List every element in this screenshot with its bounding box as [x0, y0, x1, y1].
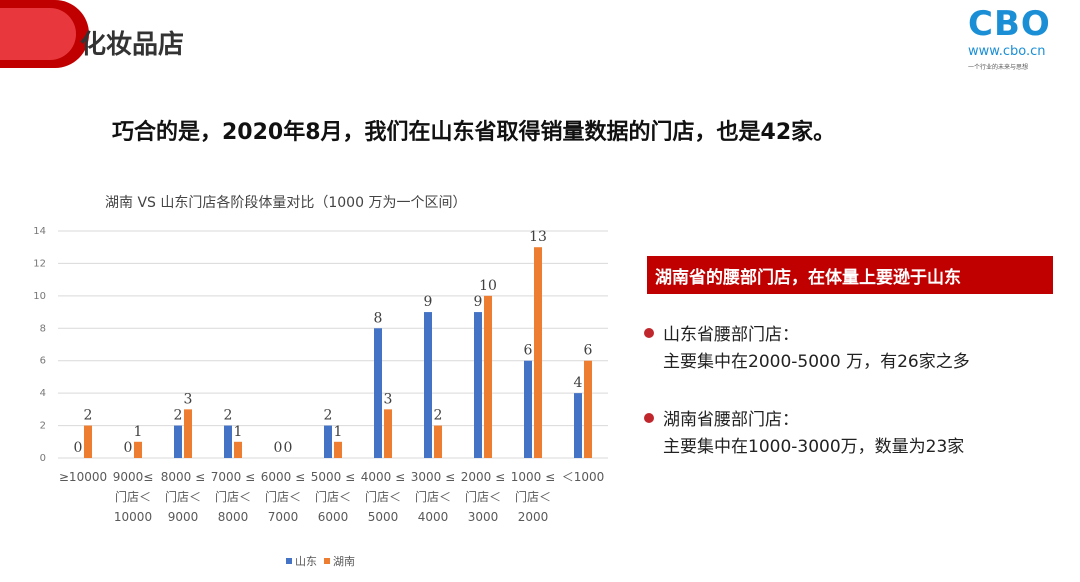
value-label: 2: [224, 408, 233, 424]
value-label: 4: [574, 375, 583, 391]
logo: CBO: [968, 4, 1051, 44]
bar: [234, 441, 242, 458]
x-tick-label: ＜1000: [561, 470, 605, 484]
bar: [324, 425, 332, 458]
y-tick-label: 14: [33, 226, 46, 237]
bullet-text: 主要集中在2000-5000 万，有26家之多: [663, 352, 970, 372]
bar: [584, 360, 592, 458]
bar: [474, 312, 482, 458]
value-label: 0: [74, 440, 83, 456]
value-label: 1: [334, 424, 343, 440]
bullet-text: 主要集中在1000-3000万，数量为23家: [663, 437, 965, 457]
legend-swatch: [324, 558, 330, 564]
value-label: 3: [184, 391, 193, 407]
value-label: 0: [124, 440, 133, 456]
value-label: 6: [584, 343, 593, 359]
x-tick-label: 7000 ≤ 门店＜ 8000: [210, 470, 256, 524]
bar: [534, 247, 542, 458]
bar: [374, 328, 382, 458]
chart-title: 湖南 VS 山东门店各阶段体量对比（1000 万为一个区间）: [105, 195, 467, 211]
x-tick-label: 3000 ≤ 门店＜ 4000: [410, 470, 456, 524]
y-tick-label: 6: [40, 356, 46, 367]
bullet-dot: [644, 328, 654, 338]
legend-swatch: [286, 558, 292, 564]
bullet-heading: 湖南省腰部门店：: [663, 410, 799, 430]
headline: 巧合的是，2020年8月，我们在山东省取得销量数据的门店，也是42家。: [112, 120, 836, 145]
bar: [574, 393, 582, 458]
value-label: 6: [524, 343, 533, 359]
value-label: 2: [174, 408, 183, 424]
value-label: 2: [324, 408, 333, 424]
value-label: 9: [424, 294, 433, 310]
x-tick-label: 1000 ≤ 门店＜ 2000: [510, 470, 556, 524]
logo-url: www.cbo.cn: [968, 44, 1046, 59]
value-label: 0: [274, 440, 283, 456]
value-label: 1: [234, 424, 243, 440]
value-label: 13: [529, 229, 547, 245]
value-label: 2: [84, 408, 93, 424]
bar: [224, 425, 232, 458]
bar: [134, 441, 142, 458]
value-label: 3: [384, 391, 393, 407]
x-tick-label: ≥10000: [58, 470, 108, 484]
value-label: 0: [284, 440, 293, 456]
y-tick-label: 4: [40, 388, 46, 399]
y-tick-label: 2: [40, 421, 46, 432]
y-tick-label: 12: [33, 258, 46, 269]
bar: [424, 312, 432, 458]
bar: [84, 425, 92, 458]
bar: [434, 425, 442, 458]
value-label: 9: [474, 294, 483, 310]
logo-slogan: 一个行业的未来与思想: [968, 64, 1029, 71]
value-label: 8: [374, 310, 383, 326]
legend-label: 山东: [295, 555, 317, 568]
bullet-dot: [644, 413, 654, 423]
y-tick-label: 8: [40, 323, 46, 334]
x-tick-label: 2000 ≤ 门店＜ 3000: [460, 470, 506, 524]
bar: [524, 360, 532, 458]
callout-box: [647, 256, 1053, 294]
bar: [334, 441, 342, 458]
bar: [384, 409, 392, 458]
header-title: 化妆品店: [80, 30, 185, 60]
callout-title: 湖南省的腰部门店，在体量上要逊于山东: [655, 268, 961, 288]
y-tick-label: 0: [40, 453, 46, 464]
bar: [184, 409, 192, 458]
value-label: 1: [134, 424, 143, 440]
x-tick-label: 9000≤ 门店＜ 10000: [112, 470, 154, 524]
x-tick-label: 8000 ≤ 门店＜ 9000: [160, 470, 206, 524]
x-tick-label: 6000 ≤ 门店＜ 7000: [260, 470, 306, 524]
value-label: 10: [479, 278, 497, 294]
bar: [174, 425, 182, 458]
bar: [484, 295, 492, 458]
legend-label: 湖南: [333, 555, 355, 568]
x-tick-label: 5000 ≤ 门店＜ 6000: [310, 470, 356, 524]
y-tick-label: 10: [33, 291, 46, 302]
x-tick-label: 4000 ≤ 门店＜ 5000: [360, 470, 406, 524]
value-label: 2: [434, 408, 443, 424]
bullet-heading: 山东省腰部门店：: [663, 325, 799, 345]
header-shape-inner: [0, 8, 76, 60]
